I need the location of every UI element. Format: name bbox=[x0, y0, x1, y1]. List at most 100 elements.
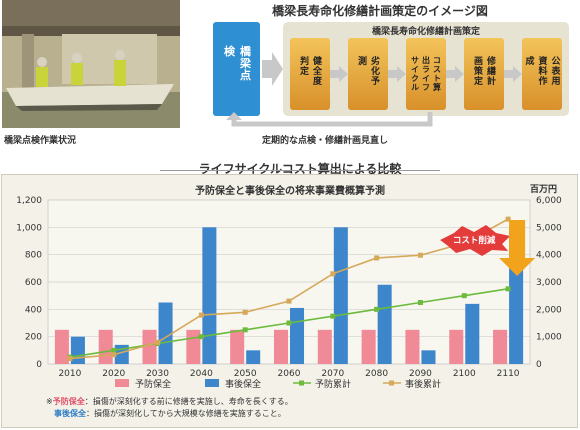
x-tick-label: 2040 bbox=[190, 369, 213, 379]
point-予防累計 bbox=[374, 306, 380, 312]
legend-marker-事後累計 bbox=[389, 380, 394, 386]
bar-事後保全 bbox=[246, 350, 261, 364]
step-arrow-icon bbox=[330, 66, 348, 82]
step-arrow-icon bbox=[388, 66, 406, 82]
step-label: コスト算出ライフサイクル bbox=[410, 56, 442, 92]
bar-事後保全 bbox=[333, 227, 348, 364]
note-key-preventive: 予防保全 bbox=[52, 397, 85, 406]
point-予防累計 bbox=[330, 313, 336, 319]
bar-予防保全 bbox=[405, 329, 420, 364]
point-事後累計 bbox=[330, 271, 336, 277]
step-label: 修繕計画策定 bbox=[472, 56, 495, 86]
x-tick-label: 2110 bbox=[497, 369, 520, 379]
note-key-corrective: 事後保全 bbox=[54, 409, 86, 418]
chart-title: 予防保全と事後保全の将来事業費概算予測 bbox=[195, 186, 385, 197]
feedback-loop-arrow-icon bbox=[226, 112, 433, 127]
bar-予防保全 bbox=[493, 329, 508, 364]
point-予防累計 bbox=[286, 320, 292, 326]
legend-label-事後累計: 事後累計 bbox=[405, 378, 441, 390]
photo-illustration bbox=[2, 0, 180, 128]
cost-reduction-burst bbox=[440, 225, 511, 256]
bar-事後保全 bbox=[377, 284, 392, 364]
x-tick-label: 2070 bbox=[321, 369, 344, 379]
legend-label-事後保全: 事後保全 bbox=[225, 378, 261, 390]
bar-予防保全 bbox=[98, 329, 113, 364]
bar-事後保全 bbox=[465, 303, 480, 364]
point-事後累計 bbox=[198, 312, 204, 318]
x-tick-label: 2050 bbox=[234, 369, 257, 379]
point-事後累計 bbox=[67, 356, 73, 362]
bridge-inspection-photo bbox=[2, 0, 180, 128]
bar-予防保全 bbox=[317, 329, 332, 364]
point-事後累計 bbox=[286, 298, 292, 304]
x-tick-label: 2080 bbox=[365, 369, 388, 379]
step-arrow-icon bbox=[504, 66, 522, 82]
cost-reduction-label: コスト削減 bbox=[453, 235, 496, 246]
x-tick-label: 2020 bbox=[102, 369, 125, 379]
note-corrective: 事後保全：損傷が深刻化してから大規模な修繕を実施すること。 bbox=[54, 408, 286, 419]
x-tick-label: 2100 bbox=[453, 369, 476, 379]
point-予防累計 bbox=[417, 300, 423, 305]
bar-予防保全 bbox=[230, 329, 245, 364]
right-tick-label: 4,000 bbox=[536, 251, 562, 261]
flow-arrow-icon bbox=[262, 52, 283, 86]
inspection-box: 橋梁点検 bbox=[213, 22, 260, 116]
bar-事後保全 bbox=[70, 336, 85, 364]
bar-事後保全 bbox=[290, 307, 305, 364]
left-tick-label: 1,000 bbox=[16, 223, 42, 233]
right-tick-label: 5,000 bbox=[536, 223, 562, 233]
bar-予防保全 bbox=[54, 329, 69, 364]
note-text-corrective: ：損傷が深刻化してから大規模な修繕を実施すること。 bbox=[86, 409, 286, 418]
bar-予防保全 bbox=[186, 329, 201, 364]
x-tick-label: 2030 bbox=[146, 369, 169, 379]
step-health-judgement: 健全度判定 bbox=[290, 38, 330, 110]
legend-swatch-予防保全 bbox=[115, 379, 129, 387]
feedback-loop-label: 定期的な点検・修繕計画見直し bbox=[262, 136, 389, 146]
inspection-label: 橋梁点検 bbox=[222, 45, 252, 82]
chart-heading: ライフサイクルコスト算出による比較 bbox=[198, 162, 402, 176]
point-事後累計 bbox=[155, 339, 161, 345]
left-tick-label: 600 bbox=[25, 278, 42, 288]
bar-予防保全 bbox=[449, 329, 464, 364]
step-deterioration-forecast: 劣化予測 bbox=[348, 38, 388, 110]
right-tick-label: 3,000 bbox=[536, 278, 562, 288]
bar-予防保全 bbox=[142, 329, 157, 364]
photo-caption: 橋梁点検作業状況 bbox=[4, 136, 77, 146]
x-tick-label: 2010 bbox=[58, 369, 81, 379]
left-tick-label: 1,200 bbox=[16, 196, 42, 206]
right-tick-label: 2,000 bbox=[536, 305, 562, 315]
step-publication-material: 公表用資料作成 bbox=[522, 38, 562, 110]
bar-事後保全 bbox=[158, 302, 173, 364]
point-予防累計 bbox=[242, 327, 248, 333]
legend-swatch-事後保全 bbox=[205, 379, 219, 387]
legend-marker-予防累計 bbox=[299, 380, 304, 386]
point-事後累計 bbox=[242, 309, 248, 315]
legend-label-予防保全: 予防保全 bbox=[135, 378, 171, 390]
point-予防累計 bbox=[505, 286, 511, 292]
x-tick-label: 2060 bbox=[278, 369, 301, 379]
right-tick-label: 1,000 bbox=[536, 333, 562, 343]
left-tick-label: 800 bbox=[25, 251, 42, 261]
diagram-title: 橋梁長寿命化修繕計画策定のイメージ図 bbox=[272, 4, 488, 18]
left-tick-label: 0 bbox=[36, 360, 42, 370]
point-事後累計 bbox=[111, 352, 117, 358]
right-tick-label: 0 bbox=[536, 360, 542, 370]
step-label: 公表用資料作成 bbox=[523, 56, 560, 86]
left-tick-label: 400 bbox=[25, 305, 42, 315]
note-preventive: ※予防保全：損傷が深刻化する前に修繕を実施し、寿命を長くする。 bbox=[46, 396, 293, 407]
right-tick-label: 6,000 bbox=[536, 196, 562, 206]
point-事後累計 bbox=[417, 252, 423, 258]
step-label: 劣化予測 bbox=[356, 56, 379, 86]
point-予防累計 bbox=[461, 293, 467, 299]
step-lifecycle-cost: コスト算出ライフサイクル bbox=[406, 38, 446, 110]
note-text-preventive: ：損傷が深刻化する前に修繕を実施し、寿命を長くする。 bbox=[84, 397, 293, 406]
bar-予防保全 bbox=[361, 329, 376, 364]
heading-underline bbox=[160, 170, 440, 171]
point-事後累計 bbox=[505, 216, 511, 222]
left-tick-label: 200 bbox=[25, 333, 42, 343]
bar-事後保全 bbox=[421, 350, 436, 364]
x-tick-label: 2090 bbox=[409, 369, 432, 379]
step-arrow-icon bbox=[446, 66, 464, 82]
step-repair-plan: 修繕計画策定 bbox=[464, 38, 504, 110]
right-axis-unit: 百万円 bbox=[530, 185, 558, 195]
